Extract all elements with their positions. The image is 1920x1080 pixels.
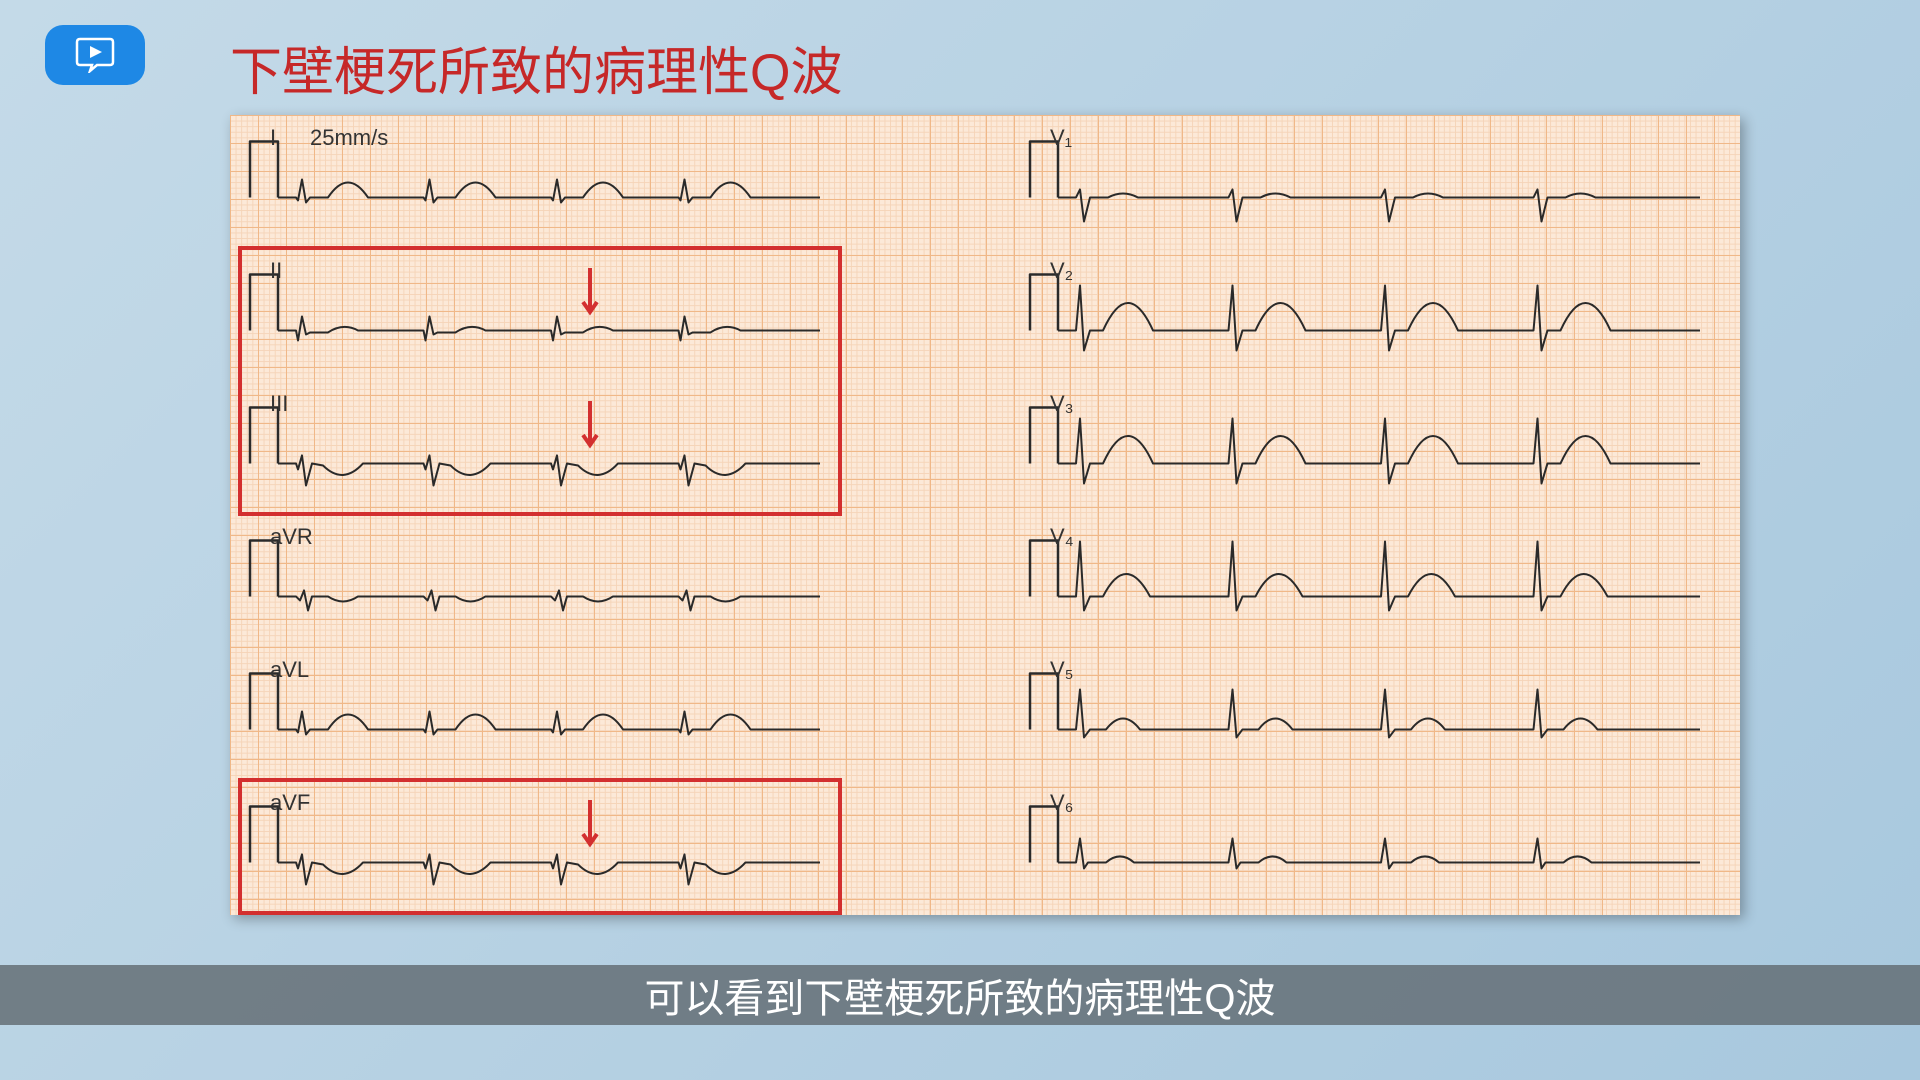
arrow-aVF [583, 800, 597, 844]
arrow-II [583, 268, 597, 312]
lead-label-I: I [270, 125, 276, 151]
play-icon [75, 37, 115, 73]
subtitle-text: 可以看到下壁梗死所致的病理性Q波 [644, 966, 1275, 1024]
ecg-traces [230, 115, 1740, 915]
logo [45, 25, 145, 85]
lead-label-V1: V₁ [1050, 125, 1072, 151]
highlight-box-0 [240, 248, 840, 514]
lead-label-V5: V₅ [1050, 657, 1074, 683]
speed-label: 25mm/s [310, 125, 388, 151]
arrow-III [583, 401, 597, 445]
lead-label-II: II [270, 258, 282, 284]
slide-title: 下壁梗死所致的病理性Q波 [230, 30, 842, 105]
lead-label-aVF: aVF [270, 790, 310, 816]
ecg-chart: IIIIIIaVRaVLaVFV₁V₂V₃V₄V₅V₆25mm/s [230, 115, 1740, 915]
subtitle-bar: 可以看到下壁梗死所致的病理性Q波 [0, 965, 1920, 1025]
lead-label-aVL: aVL [270, 657, 309, 683]
lead-label-V2: V₂ [1050, 258, 1073, 284]
lead-label-V3: V₃ [1050, 391, 1074, 417]
highlight-box-1 [240, 780, 840, 913]
lead-label-aVR: aVR [270, 524, 313, 550]
lead-label-V6: V₆ [1050, 790, 1074, 816]
lead-label-III: III [270, 391, 288, 417]
lead-label-V4: V₄ [1050, 524, 1074, 550]
